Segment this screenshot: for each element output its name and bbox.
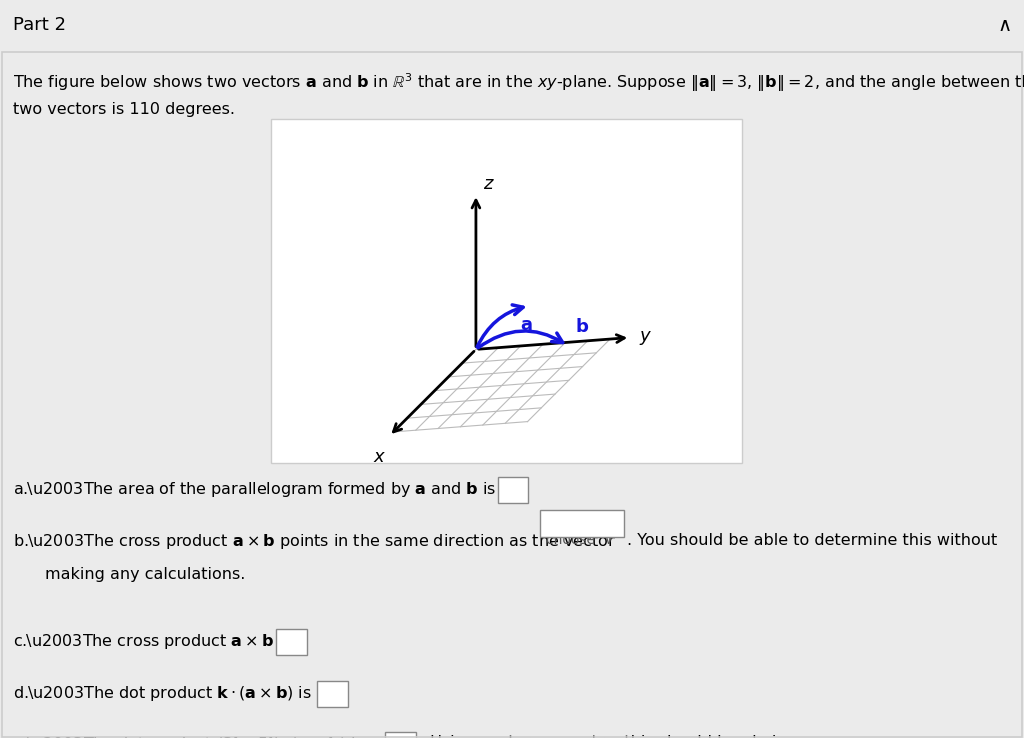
Text: Part 2: Part 2 [13, 16, 67, 34]
Text: making any calculations.: making any calculations. [45, 568, 246, 582]
FancyBboxPatch shape [498, 477, 528, 503]
Text: choose  ∨: choose ∨ [546, 533, 613, 547]
Text: b: b [575, 318, 588, 336]
FancyArrowPatch shape [477, 305, 523, 347]
Text: . You should be able to determine this without: . You should be able to determine this w… [627, 533, 997, 548]
FancyBboxPatch shape [317, 680, 348, 707]
FancyArrowPatch shape [478, 331, 563, 348]
Text: $x$: $x$ [373, 448, 386, 466]
Text: $y$: $y$ [639, 328, 652, 347]
Text: The figure below shows two vectors $\mathbf{a}$ and $\mathbf{b}$ in $\mathbb{R}^: The figure below shows two vectors $\mat… [13, 71, 1024, 94]
Text: c.\u2003The cross product $\mathbf{a} \times \mathbf{b}$ is: c.\u2003The cross product $\mathbf{a} \t… [13, 632, 292, 651]
Text: a: a [520, 316, 532, 334]
Text: two vectors is 110 degrees.: two vectors is 110 degrees. [13, 102, 236, 117]
Text: e.\u2003The dot product $(3\mathbf{i} + 5\mathbf{j}) \cdot (\mathbf{a} \times \m: e.\u2003The dot product $(3\mathbf{i} + … [13, 736, 365, 738]
FancyBboxPatch shape [271, 119, 742, 463]
FancyBboxPatch shape [540, 510, 624, 537]
Text: $z$: $z$ [482, 175, 495, 193]
FancyBboxPatch shape [276, 630, 307, 655]
Text: b.\u2003The cross product $\mathbf{a} \times \mathbf{b}$ points in the same dire: b.\u2003The cross product $\mathbf{a} \t… [13, 531, 616, 551]
FancyBboxPatch shape [385, 732, 416, 738]
Text: d.\u2003The dot product $\mathbf{k} \cdot (\mathbf{a} \times \mathbf{b})$ is: d.\u2003The dot product $\mathbf{k} \cdo… [13, 684, 312, 703]
Text: ∧: ∧ [997, 15, 1012, 35]
Text: . Using vector geometry, this should be obvious.: . Using vector geometry, this should be … [420, 736, 810, 738]
Text: a.\u2003The area of the parallelogram formed by $\mathbf{a}$ and $\mathbf{b}$ is: a.\u2003The area of the parallelogram fo… [13, 480, 497, 499]
